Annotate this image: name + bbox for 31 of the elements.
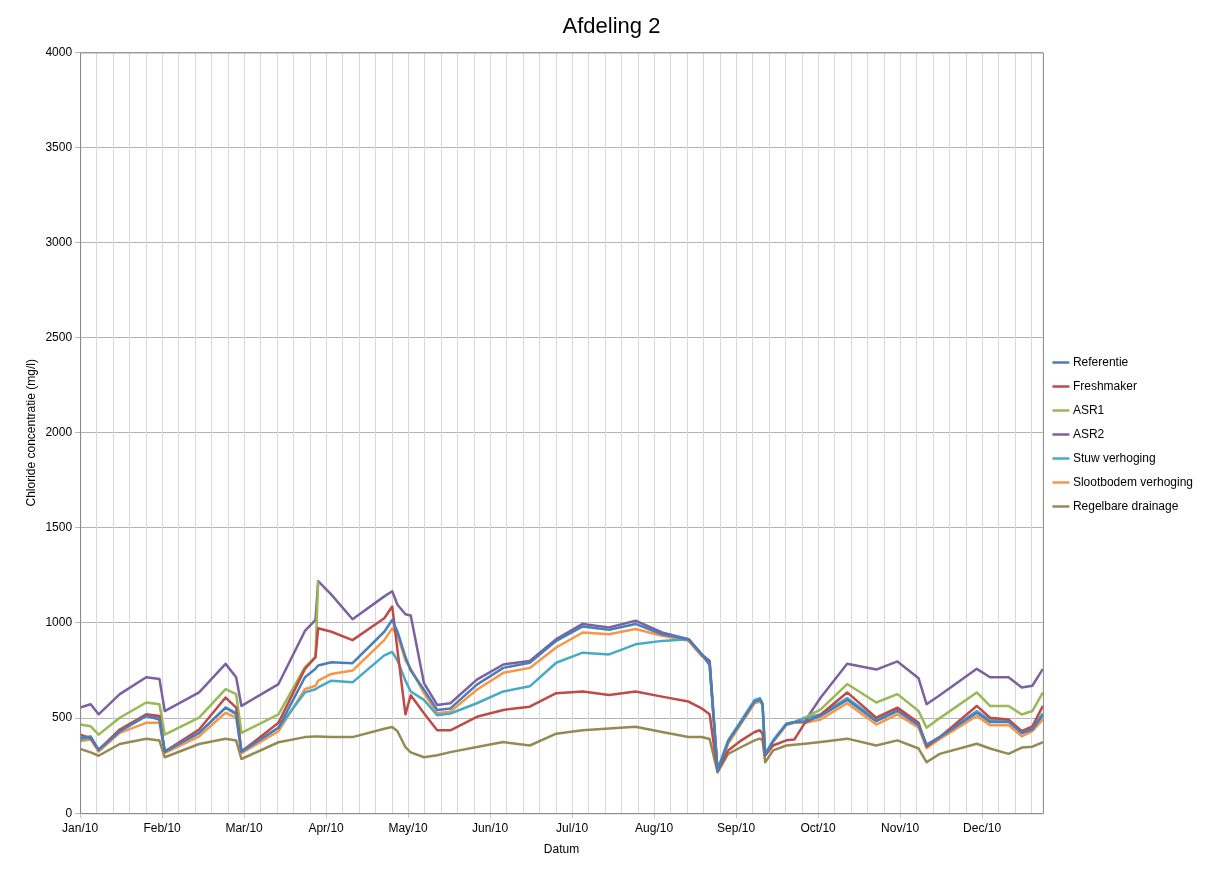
y-tick-label: 3000 <box>45 234 73 249</box>
legend-label: Stuw verhoging <box>1072 450 1156 465</box>
x-tick-label: Dec/10 <box>963 820 1002 835</box>
x-tick-label: May/10 <box>388 820 429 835</box>
y-tick-label: 3500 <box>45 139 73 154</box>
y-axis-title: Chloride concentratie (mg/l) <box>23 359 38 507</box>
legend-label: Regelbare drainage <box>1072 498 1179 513</box>
x-tick-label: Aug/10 <box>635 820 674 835</box>
x-tick-label: Feb/10 <box>143 820 182 835</box>
x-tick-label: Oct/10 <box>800 820 837 835</box>
legend-label: ASR1 <box>1072 402 1105 417</box>
legend-label: Slootbodem verhoging <box>1072 474 1194 489</box>
y-tick-label: 2500 <box>45 330 73 345</box>
y-tick-label: 4000 <box>45 44 73 59</box>
y-tick-label: 500 <box>52 710 73 725</box>
x-axis-title: Datum <box>543 842 580 857</box>
y-tick-label: 1000 <box>45 615 73 630</box>
legend-label: Freshmaker <box>1072 378 1137 393</box>
y-tick-label: 0 <box>65 805 73 820</box>
x-tick-label: Sep/10 <box>717 820 756 835</box>
legend-label: Referentie <box>1072 354 1129 369</box>
x-tick-label: Jan/10 <box>62 820 99 835</box>
x-tick-label: Mar/10 <box>225 820 264 835</box>
y-tick-label: 2000 <box>45 425 73 440</box>
x-tick-label: Jul/10 <box>556 820 589 835</box>
x-tick-label: Apr/10 <box>308 820 345 835</box>
x-tick-label: Jun/10 <box>472 820 509 835</box>
chart-title: Afdeling 2 <box>562 13 661 39</box>
legend-label: ASR2 <box>1072 426 1105 441</box>
x-tick-label: Nov/10 <box>881 820 920 835</box>
y-tick-label: 1500 <box>45 520 73 535</box>
